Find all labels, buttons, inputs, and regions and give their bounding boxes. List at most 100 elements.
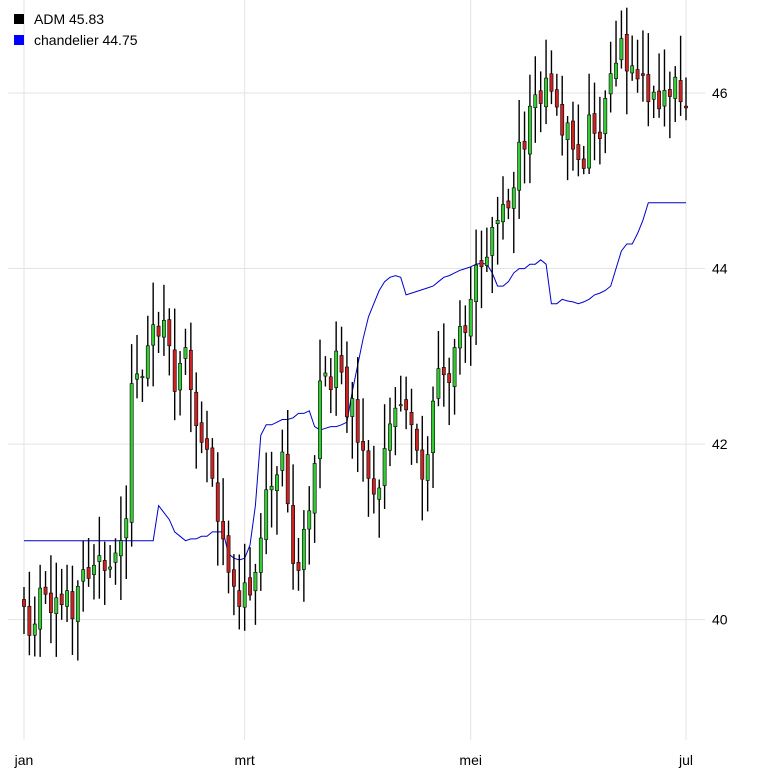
candle <box>614 20 618 87</box>
candle-body <box>479 260 484 268</box>
candle-body <box>49 592 53 613</box>
candle <box>135 334 139 399</box>
candle-body <box>587 114 592 169</box>
candle <box>92 544 96 600</box>
candle-body <box>592 113 597 134</box>
candle-body <box>280 451 285 471</box>
candle-body <box>59 593 64 606</box>
candle <box>215 452 220 566</box>
candle <box>269 451 274 528</box>
candle <box>38 564 43 657</box>
candle <box>554 73 559 116</box>
candle-body <box>662 90 667 107</box>
candle-body <box>597 131 602 139</box>
candle-body <box>167 319 172 347</box>
candle-body <box>458 326 462 349</box>
y-tick-label: 44 <box>712 261 728 277</box>
candle-body <box>501 204 505 223</box>
candle <box>226 520 231 594</box>
candle-body <box>54 597 59 614</box>
candle-body <box>404 399 409 411</box>
candle <box>323 356 328 387</box>
candle-body <box>221 521 226 540</box>
candle <box>345 341 349 433</box>
candle-body <box>291 505 296 564</box>
candle <box>97 516 102 599</box>
candle-body <box>135 373 139 380</box>
candle-body <box>162 320 166 338</box>
candle <box>576 104 581 177</box>
candle <box>145 315 150 387</box>
candle-body <box>667 89 672 97</box>
candle <box>533 56 538 143</box>
candle <box>151 282 156 387</box>
candle-body <box>22 599 26 607</box>
candle <box>366 440 371 517</box>
x-tick-label: mei <box>459 752 482 768</box>
candle-body <box>210 447 215 479</box>
candle-body <box>145 345 150 379</box>
candle <box>560 75 565 156</box>
candle <box>667 71 672 139</box>
candle-body <box>506 200 511 209</box>
candle-body <box>361 441 365 451</box>
legend-item-chandelier: chandelier 44.75 <box>14 29 138 50</box>
candle-body <box>517 141 522 191</box>
candle <box>431 386 435 488</box>
candle <box>108 545 113 578</box>
candle <box>603 90 608 154</box>
candle <box>301 510 306 602</box>
candle <box>81 540 86 612</box>
candle-body <box>484 256 489 266</box>
candle-body <box>431 400 435 454</box>
candle-body <box>619 38 624 61</box>
candle-body <box>382 448 387 486</box>
candle-body <box>554 89 559 108</box>
candle-body <box>97 555 102 562</box>
candle <box>420 415 425 521</box>
candle <box>210 438 215 487</box>
chandelier-layer <box>24 202 686 561</box>
candle-body <box>215 482 220 522</box>
candle <box>118 496 123 601</box>
candle <box>339 326 344 385</box>
candle <box>398 375 403 412</box>
candle <box>264 452 269 555</box>
candle <box>425 436 430 512</box>
legend-label-adm: ADM 45.83 <box>34 10 105 27</box>
candle-body <box>301 528 306 570</box>
candle <box>59 568 64 620</box>
candle-body <box>92 564 96 575</box>
candle <box>156 311 161 354</box>
candle <box>291 464 296 590</box>
candle <box>447 357 452 426</box>
candle <box>619 10 624 69</box>
candle-body <box>118 540 123 557</box>
candle-body <box>371 478 376 495</box>
candle <box>571 101 575 171</box>
candle <box>54 562 59 657</box>
y-tick-label: 40 <box>712 612 728 628</box>
candle <box>495 196 500 265</box>
candle-body <box>468 298 473 337</box>
candle-body <box>684 105 688 109</box>
candle <box>70 565 75 655</box>
candle <box>624 7 629 115</box>
candle-body <box>269 485 274 491</box>
candle-body <box>178 363 182 391</box>
candle <box>307 486 312 565</box>
candle <box>361 398 365 482</box>
candle <box>355 357 360 473</box>
candle-body <box>538 90 543 104</box>
candle-body <box>339 355 344 373</box>
candle <box>662 49 667 127</box>
candle-body <box>113 552 118 563</box>
y-axis-labels: 40 42 44 46 <box>712 85 728 628</box>
candle <box>65 564 69 623</box>
candle <box>162 284 166 356</box>
candle-body <box>27 605 32 636</box>
candle-body <box>258 537 263 573</box>
candle-body <box>425 454 430 481</box>
candle <box>484 227 489 273</box>
candle-body <box>646 74 651 103</box>
